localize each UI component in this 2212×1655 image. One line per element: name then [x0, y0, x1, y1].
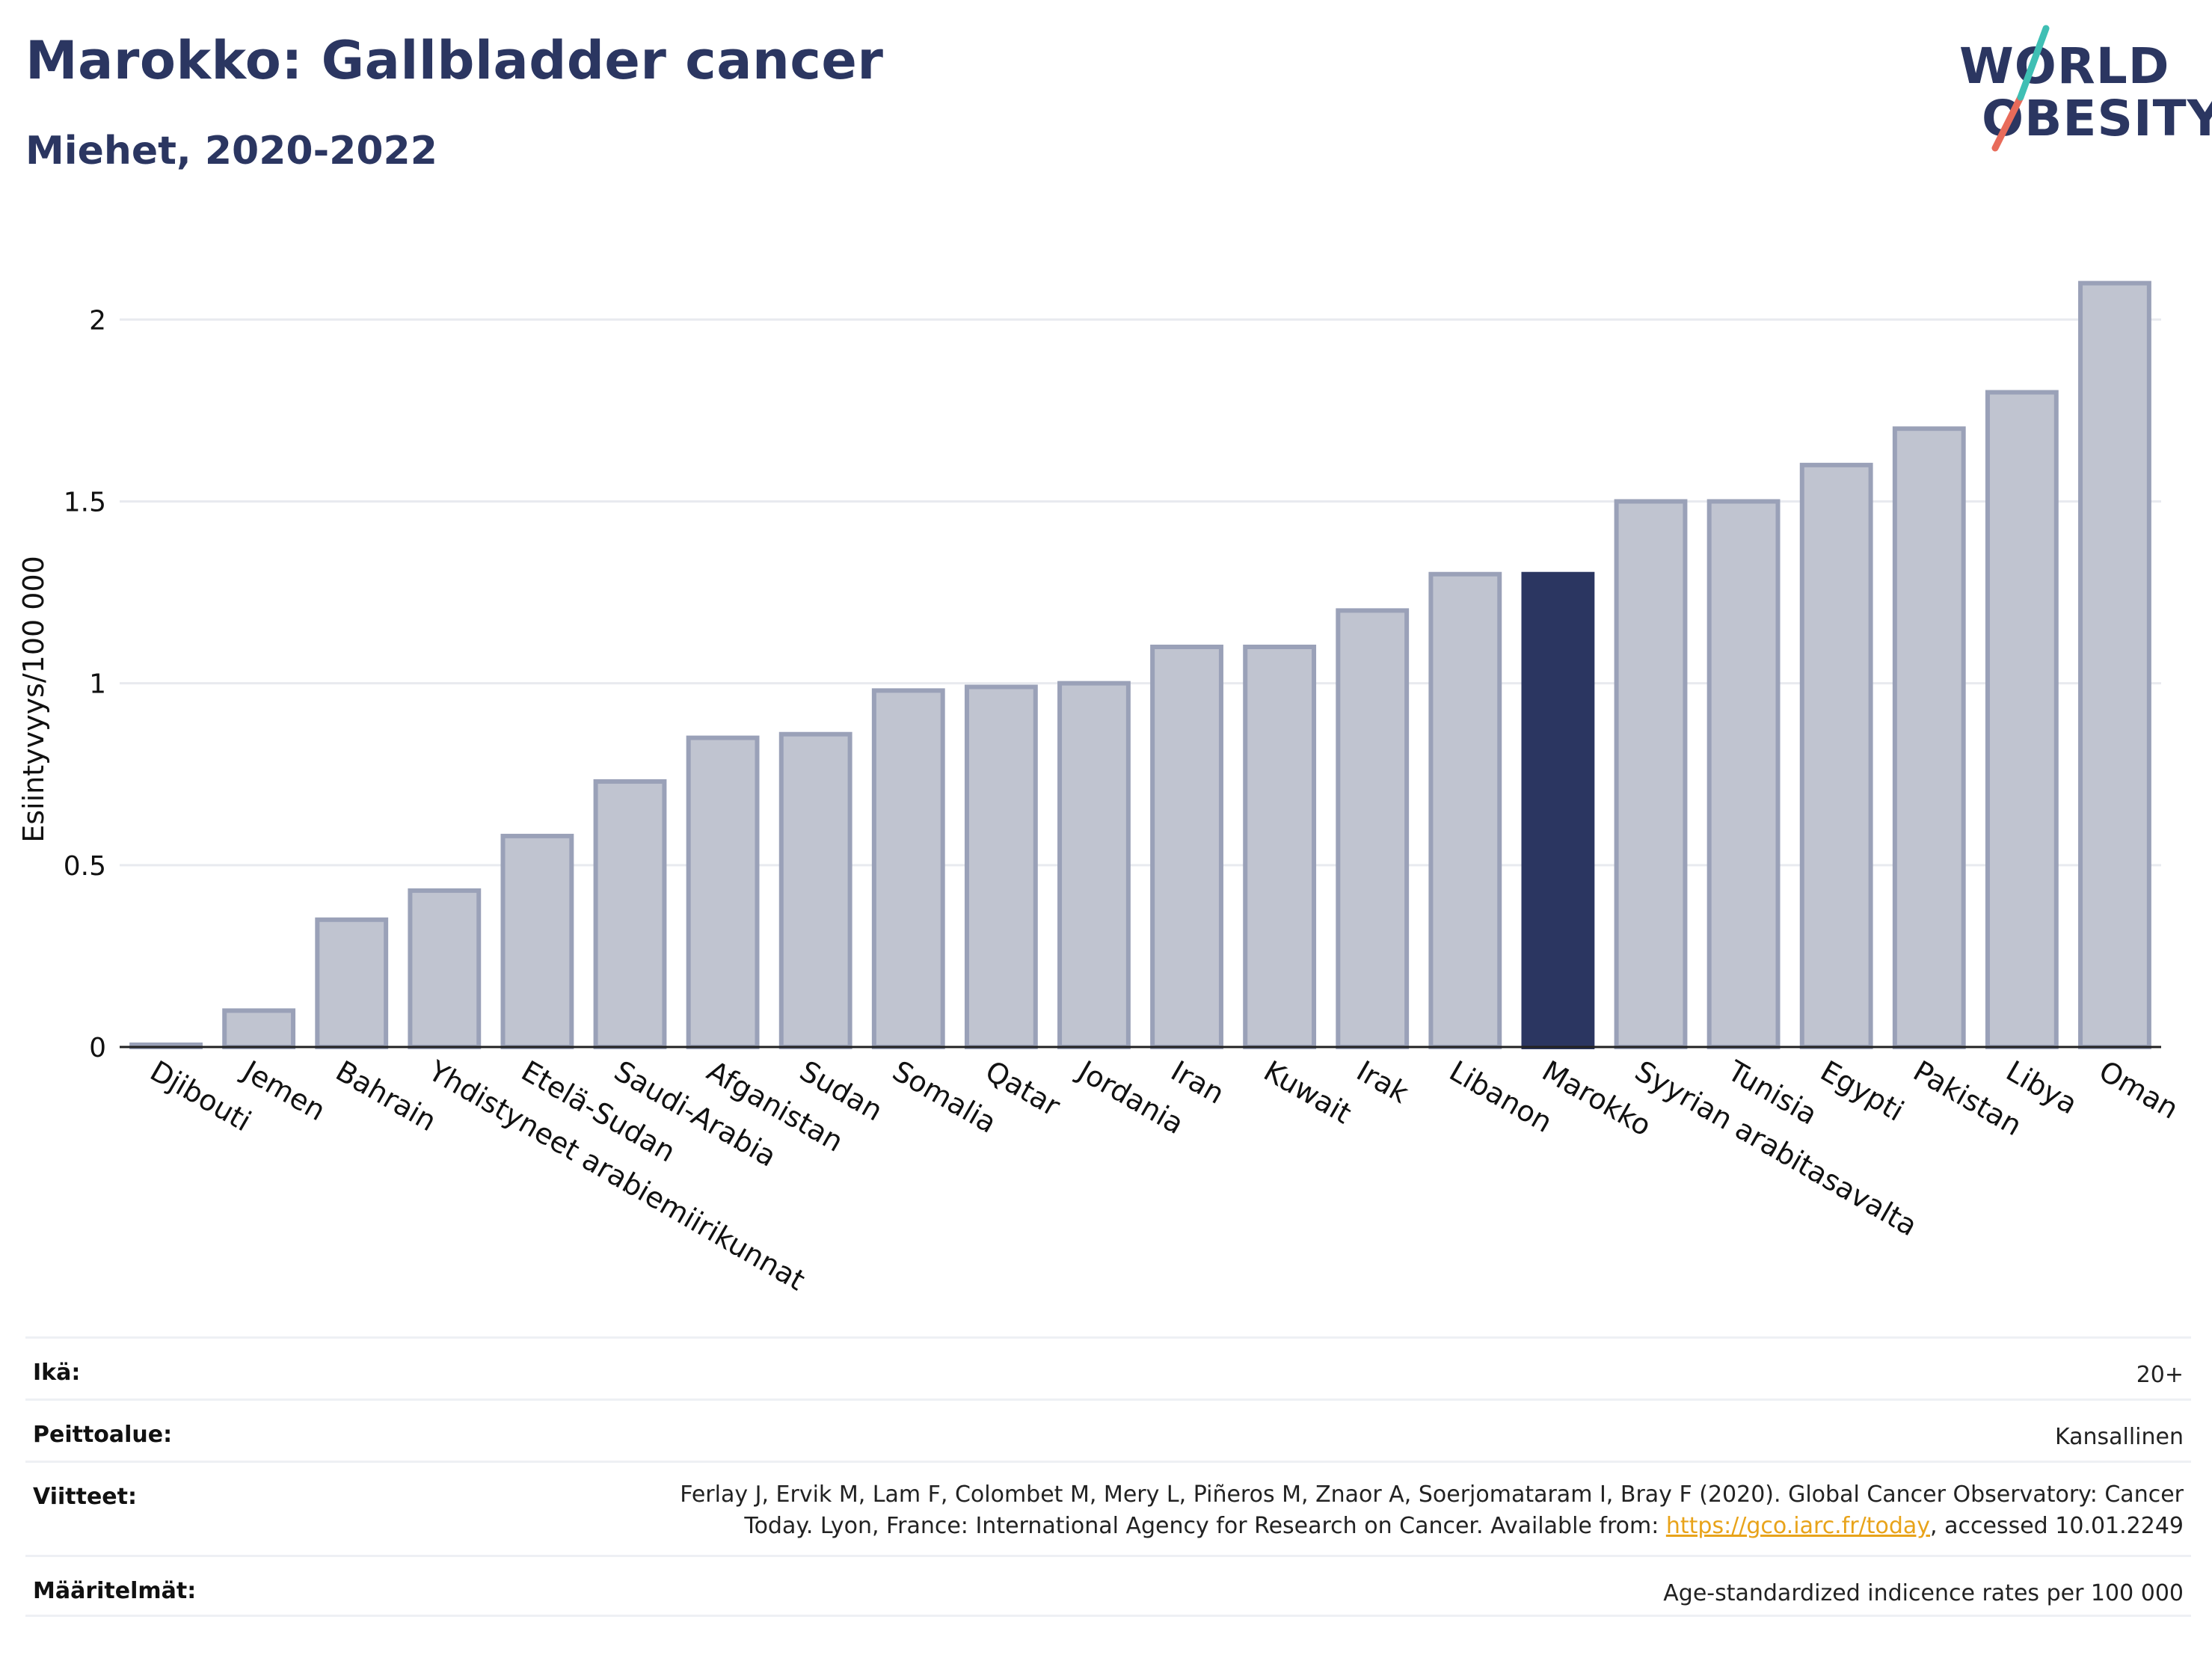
- bar-sudan[interactable]: [778, 731, 852, 1050]
- bar-somalia[interactable]: [871, 688, 945, 1049]
- footer-row-definitions: Määritelmät: Age-standardized indicence …: [25, 1555, 2191, 1617]
- references-value: Ferlay J, Ervik M, Lam F, Colombet M, Me…: [680, 1463, 2184, 1555]
- references-line-2: Today. Lyon, France: International Agenc…: [680, 1511, 2184, 1542]
- footer-row-references: Viitteet: Ferlay J, Ervik M, Lam F, Colo…: [25, 1461, 2191, 1555]
- definitions-value: Age-standardized indicence rates per 100…: [1663, 1580, 2184, 1606]
- x-tick-label: Bahrain: [331, 1054, 442, 1138]
- bar-tunisia[interactable]: [1706, 499, 1781, 1050]
- bar-jordania[interactable]: [1057, 681, 1131, 1049]
- bar-kuwait[interactable]: [1243, 645, 1317, 1049]
- y-axis-label: Esiintyvyys/100 000: [17, 556, 50, 843]
- references-line-1: Ferlay J, Ervik M, Lam F, Colombet M, Me…: [680, 1481, 2184, 1508]
- references-label: Viitteet:: [33, 1484, 137, 1510]
- chart-title: Marokko: Gallbladder cancer: [25, 30, 884, 91]
- y-tick-label: 1: [89, 669, 106, 700]
- bar-bahrain[interactable]: [315, 917, 389, 1049]
- bar-libanon[interactable]: [1428, 571, 1502, 1049]
- bars: [129, 280, 2151, 1050]
- coverage-label: Peittoalue:: [33, 1422, 173, 1448]
- logo-word-1: WORLD: [1959, 37, 2170, 95]
- logo-slash-icon: [1991, 25, 2050, 152]
- bar-etelä-sudan[interactable]: [500, 833, 574, 1050]
- x-tick-label: Kuwait: [1259, 1054, 1357, 1131]
- footer-row-age: Ikä: 20+: [25, 1336, 2191, 1398]
- x-tick-label: Libanon: [1444, 1054, 1558, 1139]
- info-table: Ikä: 20+ Peittoalue: Kansallinen Viittee…: [25, 1336, 2191, 1617]
- definitions-label: Määritelmät:: [33, 1578, 197, 1604]
- bar-afganistan[interactable]: [686, 735, 760, 1049]
- age-value: 20+: [2136, 1362, 2184, 1388]
- bar-egypti[interactable]: [1799, 462, 1873, 1049]
- references-link[interactable]: https://gco.iarc.fr/today: [1665, 1513, 1931, 1539]
- x-tick-label: Irak: [1351, 1054, 1414, 1110]
- footer-row-coverage: Peittoalue: Kansallinen: [25, 1398, 2191, 1461]
- bar-pakistan[interactable]: [1892, 426, 1966, 1049]
- bar-qatar[interactable]: [964, 684, 1038, 1049]
- chart-subtitle: Miehet, 2020-2022: [25, 129, 437, 174]
- bar-oman[interactable]: [2078, 280, 2151, 1050]
- bar-yhdistyneet-arabiemiirikunnat[interactable]: [408, 888, 482, 1050]
- y-tick-label: 0.5: [64, 851, 106, 882]
- x-tick-label: Somalia: [887, 1054, 1002, 1140]
- references-line-2-text: Today. Lyon, France: International Agenc…: [744, 1513, 1666, 1539]
- x-tick-label: Egypti: [1815, 1054, 1909, 1128]
- y-tick-label: 2: [89, 305, 106, 336]
- y-tick-label: 1.5: [64, 487, 106, 518]
- bar-chart: 00.511.52DjiboutiJemenBahrainYhdistyneet…: [17, 280, 2184, 1297]
- age-label: Ikä:: [33, 1360, 81, 1386]
- bar-irak[interactable]: [1336, 608, 1410, 1049]
- bar-jemen[interactable]: [222, 1008, 296, 1050]
- bar-marokko[interactable]: [1521, 571, 1595, 1049]
- x-tick-label: Oman: [2093, 1054, 2184, 1126]
- x-tick-label: Iran: [1166, 1054, 1230, 1111]
- bar-libya[interactable]: [1985, 390, 2059, 1049]
- world-obesity-logo: WORLD OBESITY: [1952, 21, 2212, 163]
- bar-syyrian-arabitasavalta[interactable]: [1614, 499, 1688, 1050]
- y-tick-label: 0: [89, 1033, 106, 1063]
- bar-iran[interactable]: [1150, 645, 1223, 1049]
- x-tick-label: Jordania: [1072, 1054, 1190, 1140]
- references-line-2-end: , accessed 10.01.2249: [1930, 1513, 2184, 1539]
- x-tick-label: Djibouti: [145, 1054, 257, 1138]
- coverage-value: Kansallinen: [2054, 1424, 2184, 1450]
- bar-saudi-arabia[interactable]: [593, 779, 667, 1049]
